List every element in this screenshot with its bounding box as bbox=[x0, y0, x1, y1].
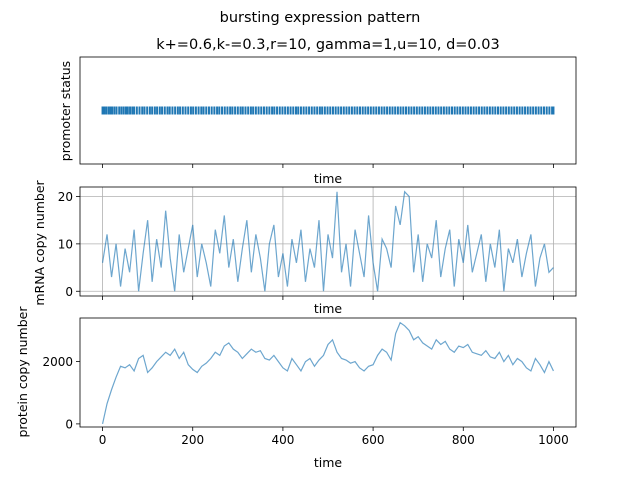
protein-ticks: 0 200 400 600 800 1000 0 2000 bbox=[42, 355, 568, 447]
mrna-xlabel: time bbox=[314, 301, 343, 316]
promoter-event-marks bbox=[101, 106, 555, 115]
protein-series-line bbox=[101, 321, 554, 425]
protein-panel: 0 200 400 600 800 1000 0 2000 time protein copy… bbox=[15, 306, 577, 470]
mrna-axes-frame bbox=[79, 186, 577, 297]
protein-ylabel: protein copy number bbox=[15, 306, 30, 438]
x-tick-label: 400 bbox=[271, 433, 294, 447]
protein-axes-frame bbox=[79, 317, 577, 428]
y-tick-label: 0 bbox=[65, 285, 73, 299]
y-tick-label: 10 bbox=[58, 237, 73, 251]
y-tick-label: 2000 bbox=[42, 355, 73, 369]
series-line bbox=[101, 321, 554, 425]
promoter-ticks bbox=[102, 164, 554, 168]
promoter-xlabel: time bbox=[314, 171, 343, 186]
y-tick-label: 0 bbox=[65, 417, 73, 431]
x-tick-label: 200 bbox=[181, 433, 204, 447]
chart-title: k+=0.6,k-=0.3,r=10, gamma=1,u=10, d=0.03 bbox=[156, 37, 499, 53]
promoter-panel: time promoter status bbox=[58, 56, 577, 186]
series-line bbox=[101, 190, 554, 292]
y-tick-label: 20 bbox=[58, 190, 73, 204]
mrna-series-line bbox=[101, 190, 554, 292]
x-tick-label: 800 bbox=[452, 433, 475, 447]
mrna-panel: 0 10 20 time mRNA copy number bbox=[32, 179, 577, 316]
protein-xlabel: time bbox=[314, 455, 343, 470]
mrna-ticks: 0 10 20 bbox=[58, 190, 554, 300]
x-tick-label: 600 bbox=[362, 433, 385, 447]
x-tick-label: 1000 bbox=[538, 433, 569, 447]
suptitle: bursting expression pattern bbox=[220, 10, 421, 26]
mrna-grid bbox=[80, 187, 576, 296]
promoter-axes-frame bbox=[79, 56, 577, 165]
mrna-ylabel: mRNA copy number bbox=[32, 179, 47, 305]
x-tick-label: 0 bbox=[99, 433, 107, 447]
promoter-ylabel: promoter status bbox=[58, 61, 73, 161]
